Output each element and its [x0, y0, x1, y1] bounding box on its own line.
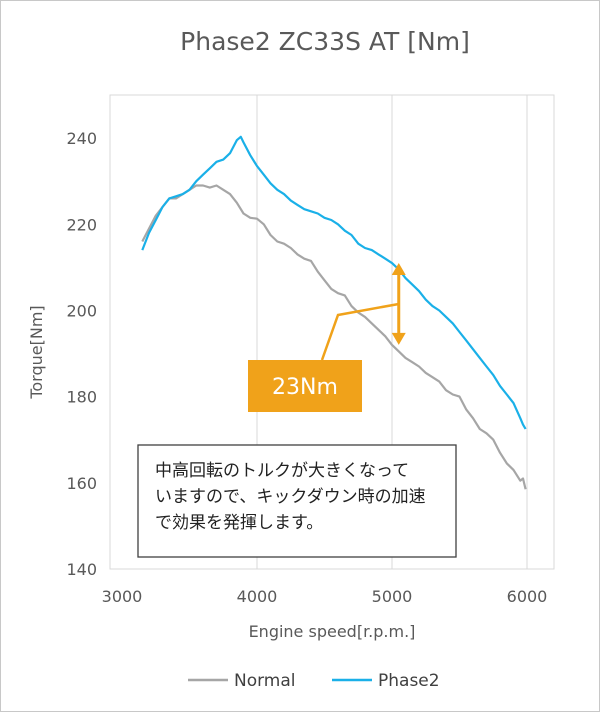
x-tick-label: 4000 [237, 587, 278, 606]
y-axis-label: Torque[Nm] [27, 305, 46, 399]
note-line: いますので、キックダウン時の加速 [155, 487, 426, 507]
note-line: 中高回転のトルクが大きくなって [155, 461, 409, 481]
note-box: 中高回転のトルクが大きくなっていますので、キックダウン時の加速で効果を発揮します… [137, 444, 457, 558]
series-lines [141, 135, 527, 490]
y-tick-label: 220 [66, 215, 97, 234]
series-line-normal [141, 184, 527, 490]
x-tick-label: 3000 [102, 587, 143, 606]
x-tick-labels: 3000 4000 5000 6000 [102, 587, 548, 606]
y-tick-label: 180 [66, 388, 97, 407]
legend-label-phase2: Phase2 [378, 671, 440, 691]
x-tick-label: 6000 [507, 587, 548, 606]
x-tick-label: 5000 [372, 587, 413, 606]
callout-box [248, 360, 362, 412]
x-axis-label: Engine speed[r.p.m.] [249, 622, 416, 641]
arrow-head-up [391, 263, 406, 276]
y-tick-label: 240 [66, 129, 97, 148]
callout-leader-line [320, 302, 399, 361]
note-line: で効果を発揮します。 [155, 513, 323, 533]
legend-label-normal: Normal [234, 671, 296, 691]
y-tick-label: 140 [66, 560, 97, 579]
note-border [137, 444, 457, 558]
chart-title: Phase2 ZC33S AT [Nm] [180, 27, 470, 56]
arrow-head-down [391, 332, 406, 345]
plot-area [109, 94, 555, 570]
legend: Normal Phase2 [188, 671, 440, 691]
series-line-phase2 [141, 135, 527, 430]
difference-annotation: 23Nm [248, 263, 406, 412]
difference-label: 23Nm [272, 375, 338, 400]
y-tick-label: 200 [66, 301, 97, 320]
y-tick-labels: 140 160 180 200 220 240 [66, 129, 97, 579]
y-tick-label: 160 [66, 474, 97, 493]
